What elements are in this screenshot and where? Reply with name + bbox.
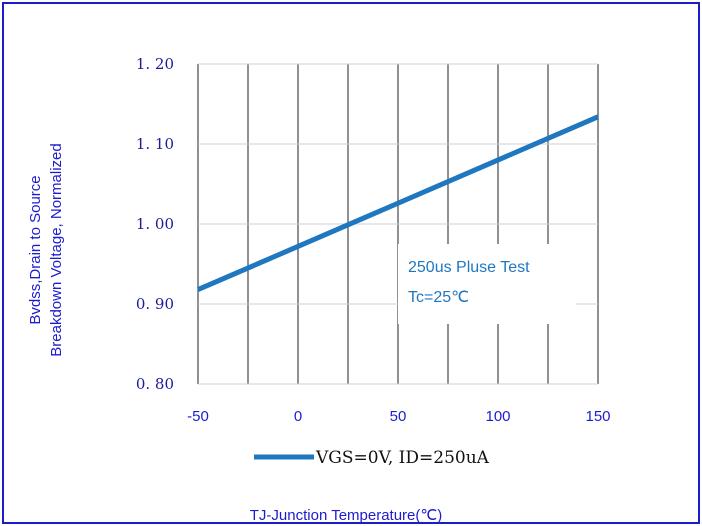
- y-tick-label: 0. 80: [136, 375, 174, 393]
- x-tick-label: 50: [390, 408, 407, 425]
- y-tick-label: 1. 00: [136, 215, 174, 233]
- y-tick-labels: 0. 80 0. 90 1. 00 1. 10 1. 20: [136, 55, 174, 393]
- y-axis-label-line2: Breakdown Voltage, Normalized: [48, 143, 65, 356]
- x-axis-label: TJ-Junction Temperature(℃): [250, 507, 442, 524]
- annotation-box: [398, 244, 576, 324]
- x-tick-label: -50: [187, 408, 209, 425]
- annotation-temp: Tc=25℃: [408, 289, 469, 306]
- x-tick-labels: -50 0 50 100 150: [187, 408, 610, 425]
- grid: [197, 63, 599, 385]
- y-tick-label: 0. 90: [136, 295, 174, 313]
- x-tick-label: 0: [294, 408, 302, 425]
- y-tick-label: 1. 10: [136, 135, 174, 153]
- series-line-0: [197, 114, 599, 292]
- annotation-test: 250us Pluse Test: [408, 259, 530, 276]
- series-group: [197, 114, 599, 292]
- x-tick-label: 150: [585, 408, 610, 425]
- legend-label: VGS=0V, ID=250uA: [315, 448, 490, 468]
- y-tick-label: 1. 20: [136, 55, 174, 73]
- y-axis-label-line1: Bvdss,Drain to Source: [27, 175, 44, 324]
- x-tick-label: 100: [485, 408, 510, 425]
